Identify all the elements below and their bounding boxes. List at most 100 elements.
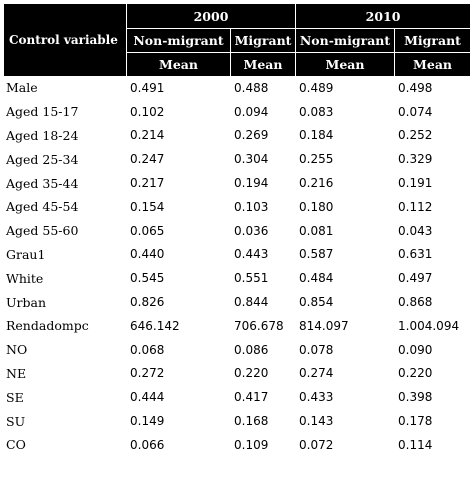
cell-value: 0.168: [234, 414, 269, 429]
cell-value: 0.178: [398, 414, 433, 429]
cell-value: 0.094: [234, 104, 269, 119]
row-label: Male: [6, 80, 38, 96]
cell-value: 0.247: [130, 152, 165, 167]
header-year-2010: 2010: [295, 4, 471, 29]
header-group-migrant-2000: Migrant: [230, 29, 296, 53]
row-label: Aged 45-54: [6, 199, 79, 215]
cell-value: 0.551: [234, 271, 269, 286]
row-label: Aged 35-44: [6, 175, 79, 191]
cell-value: 0.102: [130, 104, 165, 119]
cell-value: 0.545: [130, 271, 165, 286]
header-group-nonmigrant-2010: Non-migrant: [295, 29, 395, 53]
cell-value: 0.065: [130, 223, 165, 238]
cell-value: 0.180: [299, 199, 334, 214]
table-row: CO 0.066 0.109 0.072 0.114: [4, 433, 470, 457]
cell-value: 0.329: [398, 152, 433, 167]
table-row: SU 0.149 0.168 0.143 0.178: [4, 409, 470, 433]
cell-value: 646.142: [130, 318, 180, 333]
cell-value: 0.074: [398, 104, 433, 119]
row-label: Aged 55-60: [6, 223, 79, 239]
header-group-migrant-2010: Migrant: [394, 29, 471, 53]
cell-value: 0.491: [130, 80, 165, 95]
row-label: Grau1: [6, 246, 46, 262]
cell-value: 0.498: [398, 80, 433, 95]
cell-value: 0.184: [299, 128, 334, 143]
table-row: NE 0.272 0.220 0.274 0.220: [4, 362, 470, 386]
cell-value: 706.678: [234, 318, 284, 333]
table-row: NO 0.068 0.086 0.078 0.090: [4, 338, 470, 362]
cell-value: 0.090: [398, 342, 433, 357]
table-row: Urban 0.826 0.844 0.854 0.868: [4, 290, 470, 314]
table-row: Aged 18-24 0.214 0.269 0.184 0.252: [4, 124, 470, 148]
cell-value: 0.191: [398, 176, 433, 191]
header-stat-mean: Mean: [295, 53, 395, 76]
row-label: Aged 25-34: [6, 151, 79, 167]
cell-value: 0.587: [299, 247, 334, 262]
cell-value: 0.086: [234, 342, 269, 357]
table-row: White 0.545 0.551 0.484 0.497: [4, 266, 470, 290]
cell-value: 1.004.094: [398, 318, 460, 333]
cell-value: 0.103: [234, 199, 269, 214]
cell-value: 0.444: [130, 390, 165, 405]
cell-value: 0.143: [299, 414, 334, 429]
cell-value: 0.826: [130, 295, 165, 310]
cell-value: 0.036: [234, 223, 269, 238]
table-row: SE 0.444 0.417 0.433 0.398: [4, 385, 470, 409]
table-row: Aged 45-54 0.154 0.103 0.180 0.112: [4, 195, 470, 219]
cell-value: 0.489: [299, 80, 334, 95]
cell-value: 814.097: [299, 318, 349, 333]
row-label: Aged 15-17: [6, 104, 79, 120]
cell-value: 0.149: [130, 414, 165, 429]
table-header: Control variable 2000 2010 Non-migrant M…: [4, 4, 471, 76]
table-body: Male 0.491 0.488 0.489 0.498 Aged 15-17 0.102 0…: [4, 76, 470, 457]
table-row: Grau1 0.440 0.443 0.587 0.631: [4, 243, 470, 267]
control-variables-table: Control variable 2000 2010 Non-migrant M…: [4, 4, 471, 457]
cell-value: 0.252: [398, 128, 433, 143]
cell-value: 0.066: [130, 437, 165, 452]
table-row: Aged 35-44 0.217 0.194 0.216 0.191: [4, 171, 470, 195]
cell-value: 0.269: [234, 128, 269, 143]
cell-value: 0.417: [234, 390, 269, 405]
header-control-variable: Control variable: [4, 4, 126, 76]
cell-value: 0.043: [398, 223, 433, 238]
row-label: CO: [6, 437, 26, 453]
cell-value: 0.194: [234, 176, 269, 191]
row-label: White: [6, 270, 44, 286]
table-row: Aged 15-17 0.102 0.094 0.083 0.074: [4, 100, 470, 124]
cell-value: 0.214: [130, 128, 165, 143]
cell-value: 0.217: [130, 176, 165, 191]
header-stat-mean: Mean: [230, 53, 296, 76]
header-group-nonmigrant-2000: Non-migrant: [126, 29, 230, 53]
cell-value: 0.443: [234, 247, 269, 262]
row-label: NE: [6, 365, 27, 381]
cell-value: 0.072: [299, 437, 334, 452]
table-row: Male 0.491 0.488 0.489 0.498: [4, 76, 470, 100]
cell-value: 0.114: [398, 437, 433, 452]
cell-value: 0.488: [234, 80, 269, 95]
row-label: Rendadompc: [6, 318, 89, 334]
table-row: Aged 55-60 0.065 0.036 0.081 0.043: [4, 219, 470, 243]
cell-value: 0.081: [299, 223, 334, 238]
header-year-2000: 2000: [126, 4, 296, 29]
cell-value: 0.112: [398, 199, 433, 214]
row-label: Aged 18-24: [6, 127, 79, 143]
table-row: Aged 25-34 0.247 0.304 0.255 0.329: [4, 147, 470, 171]
cell-value: 0.083: [299, 104, 334, 119]
row-label: SU: [6, 413, 26, 429]
header-stat-mean: Mean: [394, 53, 471, 76]
cell-value: 0.255: [299, 152, 334, 167]
cell-value: 0.220: [234, 366, 269, 381]
cell-value: 0.068: [130, 342, 165, 357]
cell-value: 0.844: [234, 295, 269, 310]
cell-value: 0.216: [299, 176, 334, 191]
cell-value: 0.433: [299, 390, 334, 405]
cell-value: 0.220: [398, 366, 433, 381]
cell-value: 0.109: [234, 437, 269, 452]
cell-value: 0.078: [299, 342, 334, 357]
cell-value: 0.398: [398, 390, 433, 405]
cell-value: 0.154: [130, 199, 165, 214]
row-label: SE: [6, 389, 24, 405]
row-label: Urban: [6, 294, 47, 310]
header-stat-mean: Mean: [126, 53, 230, 76]
